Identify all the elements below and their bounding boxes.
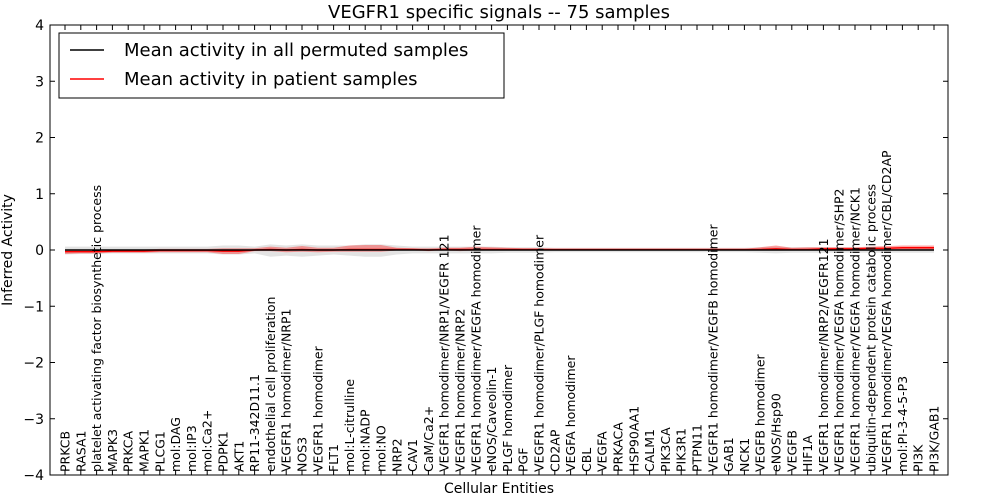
y-tick-label: 1 [35,187,44,203]
y-tick-label: 2 [35,131,44,147]
x-tick-label: MAPK3 [105,429,120,472]
x-tick-label: NRP2 [389,438,404,472]
x-tick-label: endothelial cell proliferation [263,297,278,472]
x-tick-label: VEGFR1 homodimer/VEGFB homodimer [705,224,720,472]
x-tick-label: PDPK1 [216,431,231,472]
x-tick-label: PI3K [911,444,926,472]
x-tick-label: VEGFR1 homodimer/PLGF homodimer [532,234,547,472]
x-tick-label: VEGFA homodimer [563,355,578,472]
category-labels: PRKCB RASA1 platelet activating factor bio… [58,150,942,472]
x-tick-label: mol:PI-3-4-5-P3 [895,376,910,472]
legend-label-permuted: Mean activity in all permuted samples [124,40,468,61]
legend: Mean activity in all permuted samples Me… [58,32,505,99]
series-lines [65,247,934,253]
x-tick-label: mol:DAG [168,417,183,472]
plot-frame [49,24,949,476]
x-tick-label: HIF1A [800,435,815,472]
x-tick-label: MAPK1 [137,429,152,472]
x-tick-label: NOS3 [295,437,310,472]
x-tick-label: RP11-342D11.1 [247,374,262,472]
x-tick-label: CAV1 [405,439,420,472]
y-tick-label: 4 [35,18,44,34]
x-tick-label: VEGFR1 homodimer/NRP2 [453,309,468,472]
axis-ticks: −4 −3 −2 −1 0 1 2 3 4 [23,18,948,484]
x-tick-label: PI3K/GAB1 [927,406,942,472]
x-tick-label: eNOS/Caveolin-1 [484,367,499,472]
x-tick-label: mol:NADP [358,409,373,472]
x-axis-label: Cellular Entities [444,481,554,497]
x-tick-label: GAB1 [721,437,736,472]
x-tick-label: PIK3R1 [674,428,689,472]
x-tick-label: ubiquitin-dependent protein catabolic pr… [863,184,878,472]
x-tick-label: FLT1 [326,444,341,472]
x-tick-label: VEGFR1 homodimer/VEGFA homodimer/CBL/CD2… [879,150,894,472]
x-tick-label: VEGFR1 homodimer/VEGFA homodimer/SHP2 [832,188,847,472]
x-tick-label: CaM/Ca2+ [421,406,436,472]
x-tick-label: VEGFR1 homodimer/NRP1 [279,309,294,472]
x-tick-label: mol:IP3 [184,425,199,472]
x-tick-label: PRKCA [121,431,136,472]
x-tick-label: eNOS/Hsp90 [769,393,784,472]
x-tick-label: VEGFB homodimer [753,353,768,472]
x-tick-label: CD2AP [547,429,562,472]
y-tick-label: −4 [23,468,44,484]
x-tick-label: AKT1 [231,441,246,472]
x-tick-label: PRKCB [58,431,73,472]
x-tick-label: VEGFB [784,430,799,472]
x-tick-label: CBL [579,448,594,472]
y-tick-label: 0 [35,243,44,259]
x-tick-label: PIK3CA [658,427,673,472]
x-tick-label: PLCG1 [152,431,167,472]
x-tick-label: RASA1 [73,431,88,472]
x-tick-label: mol:L-citrulline [342,379,357,472]
x-tick-label: platelet activating factor biosynthetic … [89,185,104,472]
x-tick-label: PGF [516,448,531,472]
x-tick-label: mol:NO [374,425,389,472]
y-tick-label: −3 [23,412,44,428]
x-tick-label: VEGFR1 homodimer/VEGFA homodimer [468,225,483,472]
x-tick-label: VEGFR1 homodimer/NRP2/VEGFR121 [816,238,831,472]
legend-box [58,32,505,99]
x-tick-label: PRKACA [611,422,626,472]
x-tick-label: VEGFR1 homodimer [310,345,325,472]
x-tick-label: VEGFR1 homodimer/NRP1/VEGFR 121 [437,234,452,472]
x-tick-label: PLGF homodimer [500,364,515,472]
chart-title: VEGFR1 specific signals -- 75 samples [328,2,670,23]
y-tick-label: −2 [23,356,44,372]
y-axis-label: Inferred Activity [0,194,16,306]
x-tick-label: HSP90AA1 [626,406,641,472]
y-tick-label: −1 [23,299,44,315]
x-tick-label: CALM1 [642,429,657,472]
x-tick-label: mol:Ca2+ [200,410,215,472]
legend-label-patient: Mean activity in patient samples [124,69,418,90]
x-tick-label: VEGFA [595,431,610,472]
x-tick-label: PTPN11 [690,424,705,472]
y-tick-label: 3 [35,74,44,90]
x-tick-label: VEGFR1 homodimer/VEGFA homodimer/NCK1 [848,187,863,472]
x-tick-label: NCK1 [737,438,752,472]
